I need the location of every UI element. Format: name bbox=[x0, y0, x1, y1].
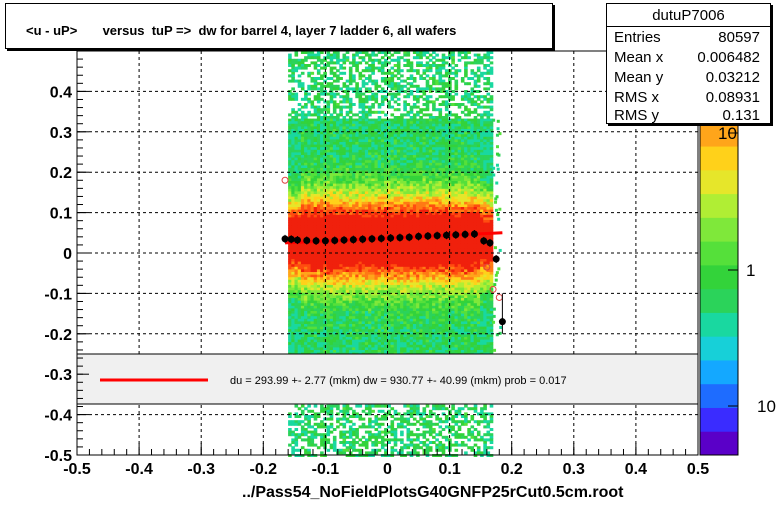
stats-box: dutuP7006 Entries 80597 Mean x 0.006482 … bbox=[606, 3, 771, 124]
profile-point bbox=[340, 236, 348, 244]
open-point bbox=[483, 263, 491, 271]
color-scale-swatch bbox=[700, 241, 738, 266]
stats-divider bbox=[607, 26, 770, 27]
color-scale-swatch bbox=[700, 407, 738, 432]
y-tick-label: 0.4 bbox=[50, 84, 72, 101]
stats-key: Entries bbox=[614, 29, 661, 46]
profile-point bbox=[293, 236, 301, 244]
stats-row-mean-y: Mean y 0.03212 bbox=[614, 69, 760, 89]
colorbar-label-top: 10 bbox=[718, 124, 737, 143]
colorbar-label-mid: 1 bbox=[746, 261, 755, 280]
profile-point bbox=[480, 237, 488, 245]
y-tick-label: -0.2 bbox=[44, 327, 72, 344]
profile-point bbox=[461, 230, 469, 238]
x-tick-label: -0.2 bbox=[250, 461, 278, 478]
x-tick-label: -0.4 bbox=[125, 461, 153, 478]
legend-box: du = 293.99 +- 2.77 (mkm) dw = 930.77 +-… bbox=[76, 353, 699, 405]
stats-value: 0.131 bbox=[722, 107, 760, 124]
profile-point bbox=[359, 235, 367, 243]
x-tick-label: -0.1 bbox=[312, 461, 340, 478]
footer-filename: ../Pass54_NoFieldPlotsG40GNFP25rCut0.5cm… bbox=[242, 484, 624, 501]
x-tick-label: -0.5 bbox=[63, 461, 91, 478]
legend-text: du = 293.99 +- 2.77 (mkm) dw = 930.77 +-… bbox=[230, 375, 567, 387]
profile-point bbox=[486, 239, 494, 247]
y-tick-label: 0 bbox=[63, 246, 72, 263]
color-scale-swatch bbox=[700, 264, 738, 290]
y-tick-label: 0.3 bbox=[50, 125, 72, 142]
profile-point bbox=[442, 231, 450, 239]
y-tick-label: -0.1 bbox=[44, 286, 72, 303]
color-scale-swatch bbox=[700, 193, 738, 218]
stats-key: Mean y bbox=[614, 69, 664, 86]
x-tick-label: 0.2 bbox=[501, 461, 523, 478]
stats-name: dutuP7006 bbox=[652, 7, 725, 24]
color-scale-swatch bbox=[700, 312, 738, 337]
stats-row-entries: Entries 80597 bbox=[614, 29, 760, 49]
profile-point bbox=[368, 235, 376, 243]
y-tick-label: 0.1 bbox=[50, 206, 72, 223]
color-scale-swatch bbox=[700, 217, 738, 242]
color-scale-swatch bbox=[700, 169, 738, 195]
profile-markers bbox=[281, 176, 506, 334]
profile-point bbox=[433, 232, 441, 240]
profile-point bbox=[415, 232, 423, 240]
color-scale-swatch bbox=[700, 146, 738, 171]
x-tick-label: 0.1 bbox=[438, 461, 460, 478]
profile-point bbox=[470, 230, 478, 238]
profile-point bbox=[492, 255, 500, 263]
y-tick-label: -0.4 bbox=[44, 408, 72, 425]
profile-point bbox=[387, 234, 395, 242]
color-scale-swatch bbox=[700, 122, 738, 147]
profile-point bbox=[281, 235, 289, 243]
x-tick-label: 0.4 bbox=[625, 461, 647, 478]
open-point bbox=[489, 285, 497, 293]
stats-value: 0.03212 bbox=[705, 69, 760, 86]
open-point bbox=[281, 176, 289, 184]
chart-title: <u - uP> versus tuP => dw for barrel 4, … bbox=[26, 23, 457, 38]
y-tick-label: 0.2 bbox=[50, 165, 72, 182]
x-tick-label: 0 bbox=[383, 461, 392, 478]
x-tick-label: 0.3 bbox=[563, 461, 585, 478]
stats-value: 0.08931 bbox=[705, 89, 760, 106]
stats-key: RMS y bbox=[614, 107, 659, 124]
x-tick-label: -0.3 bbox=[187, 461, 215, 478]
profile-point bbox=[405, 233, 413, 241]
title-box: <u - uP> versus tuP => dw for barrel 4, … bbox=[5, 3, 553, 49]
color-scale-swatch bbox=[700, 359, 738, 385]
stats-key: RMS x bbox=[614, 89, 659, 106]
stats-value: 80597 bbox=[718, 29, 760, 46]
profile-point bbox=[424, 232, 432, 240]
profile-point bbox=[287, 235, 295, 243]
profile-point bbox=[377, 234, 385, 242]
profile-point bbox=[312, 237, 320, 245]
x-tick-label: 0.5 bbox=[687, 461, 709, 478]
stats-value: 0.006482 bbox=[697, 49, 760, 66]
profile-point bbox=[349, 236, 357, 244]
y-tick-label: -0.5 bbox=[44, 448, 72, 465]
profile-point bbox=[321, 237, 329, 245]
y-tick-label: -0.3 bbox=[44, 367, 72, 384]
profile-point bbox=[396, 234, 404, 242]
profile-point bbox=[303, 236, 311, 244]
colorbar-label-bottom: 10 bbox=[757, 397, 776, 416]
color-scale-swatch bbox=[700, 336, 738, 361]
stats-row-mean-x: Mean x 0.006482 bbox=[614, 49, 760, 69]
stats-row-rms-y: RMS y 0.131 bbox=[614, 107, 760, 127]
stats-row-rms-x: RMS x 0.08931 bbox=[614, 89, 760, 109]
profile-point bbox=[331, 236, 339, 244]
color-scale-swatch bbox=[700, 383, 738, 408]
color-scale-swatch bbox=[700, 431, 738, 456]
color-scale-swatch bbox=[700, 288, 738, 313]
stats-key: Mean x bbox=[614, 49, 664, 66]
axes: -0.5 -0.4 -0.3 -0.2 -0.1 0 0.1 0.2 0.3 0.4 0.5 -0.5… bbox=[44, 50, 709, 478]
profile-point bbox=[452, 231, 460, 239]
